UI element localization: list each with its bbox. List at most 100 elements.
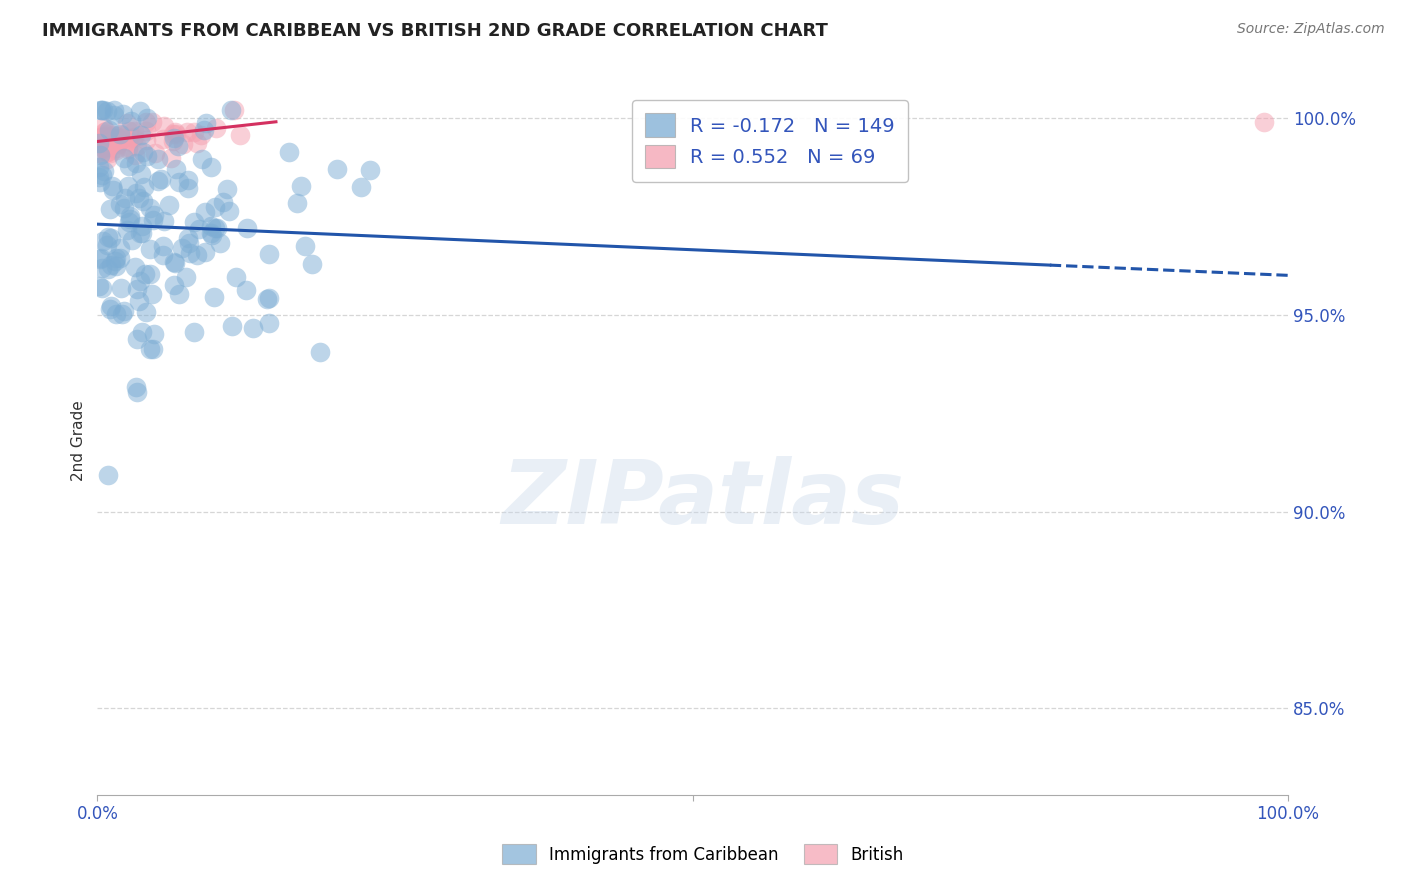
Point [89, 148, 111, 162]
Point [97, 230, 120, 244]
Point [96, 238, 118, 252]
Point [117, 142, 139, 156]
Point [165, 125, 187, 139]
Point [128, 294, 150, 309]
Point [191, 153, 214, 167]
Point [132, 179, 155, 194]
Point [221, 319, 243, 334]
Point [139, 243, 162, 257]
Point [142, 342, 165, 356]
Point [308, 344, 330, 359]
Point [152, 238, 174, 252]
Point [301, 257, 323, 271]
Point [89, 175, 111, 189]
Point [190, 128, 212, 142]
Point [110, 127, 132, 141]
Text: ZIPatlas: ZIPatlas [502, 456, 904, 543]
Point [105, 129, 128, 144]
Point [256, 292, 278, 306]
Y-axis label: 2nd Grade: 2nd Grade [72, 401, 86, 481]
Point [105, 259, 128, 273]
Point [204, 200, 226, 214]
Point [91, 260, 114, 275]
Point [118, 124, 141, 138]
Point [162, 127, 184, 141]
Point [90, 252, 112, 266]
Point [122, 131, 145, 145]
Point [235, 283, 257, 297]
Point [174, 269, 197, 284]
Point [219, 103, 242, 117]
Point [129, 103, 152, 118]
Point [139, 201, 162, 215]
Point [135, 124, 157, 138]
Point [96, 103, 118, 118]
Point [134, 267, 156, 281]
Point [124, 156, 146, 170]
Point [112, 303, 135, 318]
Point [132, 145, 155, 159]
Point [107, 136, 129, 151]
Point [163, 255, 186, 269]
Point [204, 221, 226, 235]
Point [125, 384, 148, 399]
Point [212, 194, 235, 209]
Point [143, 326, 166, 341]
Point [87, 161, 110, 175]
Point [108, 197, 131, 211]
Point [121, 233, 143, 247]
Point [200, 219, 222, 234]
Point [100, 138, 122, 153]
Point [135, 133, 157, 147]
Point [163, 130, 186, 145]
Point [86, 145, 108, 160]
Point [183, 325, 205, 339]
Point [96, 131, 118, 145]
Point [120, 114, 142, 128]
Point [129, 128, 152, 142]
Point [194, 204, 217, 219]
Point [217, 182, 239, 196]
Point [90, 103, 112, 117]
Point [209, 236, 232, 251]
Point [107, 134, 129, 148]
Point [326, 161, 349, 176]
Text: Source: ZipAtlas.com: Source: ZipAtlas.com [1237, 22, 1385, 37]
Point [93, 163, 115, 178]
Point [183, 125, 205, 139]
Point [117, 134, 139, 148]
Point [91, 120, 114, 134]
Point [112, 151, 135, 165]
Point [98, 145, 121, 160]
Point [100, 178, 122, 193]
Point [186, 248, 208, 262]
Point [176, 125, 198, 139]
Point [186, 136, 208, 151]
Point [131, 219, 153, 233]
Point [96, 145, 118, 159]
Point [150, 172, 173, 186]
Point [172, 136, 194, 151]
Point [114, 191, 136, 205]
Point [124, 186, 146, 200]
Point [290, 178, 312, 193]
Point [103, 108, 125, 122]
Point [177, 230, 200, 244]
Point [128, 274, 150, 288]
Point [225, 269, 247, 284]
Point [96, 138, 118, 153]
Point [91, 141, 114, 155]
Point [166, 138, 188, 153]
Point [91, 136, 114, 150]
Point [105, 132, 128, 146]
Point [201, 228, 224, 243]
Point [350, 180, 373, 194]
Point [229, 128, 252, 142]
Legend: Immigrants from Caribbean, British: Immigrants from Caribbean, British [496, 838, 910, 871]
Point [153, 214, 176, 228]
Point [100, 231, 122, 245]
Point [131, 325, 153, 339]
Point [97, 262, 120, 277]
Point [98, 138, 121, 153]
Point [105, 130, 128, 145]
